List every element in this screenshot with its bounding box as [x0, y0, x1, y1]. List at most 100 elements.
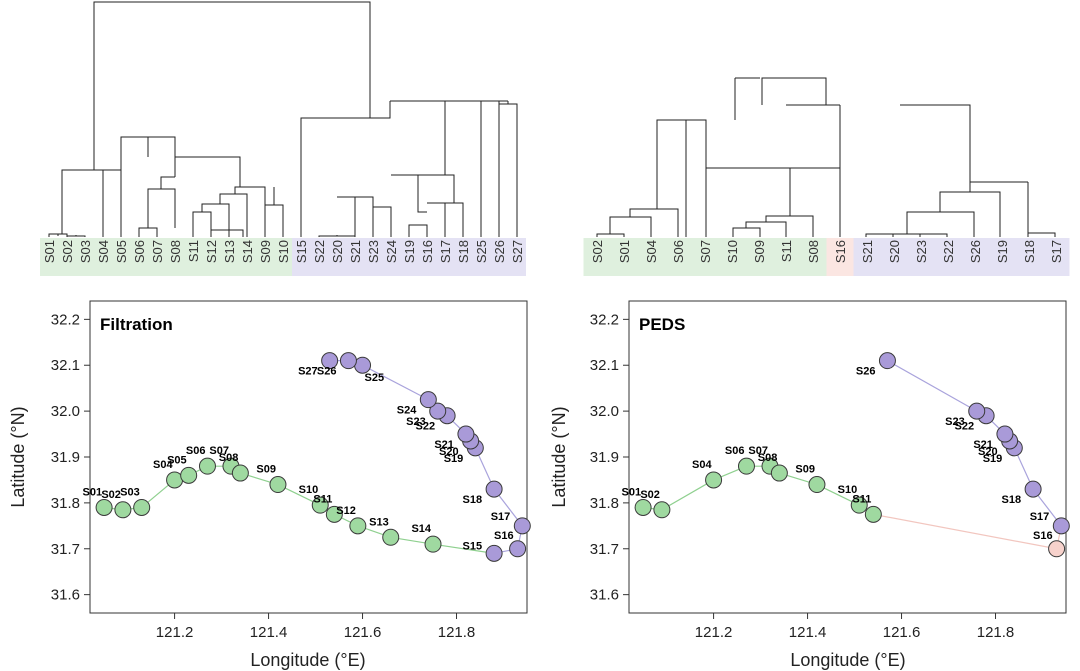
- site-label: S15: [463, 540, 483, 552]
- leaf-label: S09: [258, 240, 273, 263]
- dendrogram-group-band-purple: [853, 238, 1070, 276]
- site-point-s10: [850, 496, 868, 514]
- leaf-label: S09: [752, 240, 767, 263]
- leaf-label: S02: [590, 240, 605, 263]
- site-label: S21: [434, 439, 454, 451]
- site-label: S08: [219, 452, 239, 464]
- site-label: S13: [369, 516, 389, 528]
- panel-title: Filtration: [100, 315, 173, 334]
- x-axis-label: Longitude (°E): [250, 650, 365, 670]
- leaf-label: S20: [330, 240, 345, 263]
- dendrogram-group-band-purple: [292, 238, 526, 276]
- dendrogram-group-band-green: [40, 238, 292, 276]
- y-tick-label: 32.2: [51, 311, 80, 328]
- y-tick-label: 31.6: [51, 587, 80, 604]
- site-label: S12: [336, 505, 356, 517]
- track-segment: [887, 360, 978, 412]
- site-point-s08: [770, 464, 788, 482]
- leaf-label: S05: [114, 240, 129, 263]
- dendrogram-tree: [596, 77, 1056, 237]
- site-point-s06: [198, 457, 216, 475]
- site-point-s03: [133, 498, 151, 516]
- leaf-label: S06: [671, 240, 686, 263]
- leaf-label: S19: [995, 240, 1010, 263]
- leaf-label: S11: [186, 240, 201, 262]
- leaf-label: S18: [1022, 240, 1037, 263]
- y-axis-label: Latitude (°N): [8, 406, 28, 507]
- site-point-s12: [349, 517, 367, 535]
- leaf-label: S16: [833, 240, 848, 263]
- site-label: S19: [444, 453, 464, 465]
- site-label: S16: [494, 530, 514, 542]
- leaf-label: S15: [294, 240, 309, 263]
- site-point-s09: [269, 476, 287, 494]
- leaf-label: S20: [887, 240, 902, 263]
- y-tick-label: 31.9: [590, 449, 619, 466]
- site-point-s14: [424, 535, 442, 553]
- leaf-label: S10: [725, 240, 740, 263]
- leaf-label: S17: [1049, 240, 1064, 263]
- track-segment: [661, 479, 714, 511]
- scatter-filtration: Filtration Longitude (°E) Latitude (°N) …: [8, 300, 531, 670]
- leaf-label: S04: [644, 240, 659, 263]
- site-label: S26: [856, 366, 876, 378]
- site-label: S18: [1002, 494, 1022, 506]
- leaf-label: S08: [806, 240, 821, 263]
- dendrogram-group-band-green: [583, 238, 827, 276]
- x-tick-label: 121.2: [695, 624, 733, 641]
- x-tick-label: 121.4: [250, 624, 288, 641]
- x-tick-label: 121.8: [977, 624, 1015, 641]
- site-point-s01: [634, 498, 652, 516]
- dendrogram-peds: S02 S01 S04 S06 S07 S10 S09 S11 S08 S16 S21 S20 S23 S…: [583, 77, 1070, 276]
- site-point-s18: [485, 480, 503, 498]
- y-tick-label: 31.8: [51, 495, 80, 512]
- site-point-s26: [339, 352, 357, 370]
- site-label: S02: [640, 489, 660, 501]
- site-label: S09: [795, 464, 815, 476]
- site-label: S08: [758, 452, 778, 464]
- site-point-s11: [864, 505, 882, 523]
- site-label: S10: [299, 484, 319, 496]
- leaf-label: S12: [204, 240, 219, 263]
- leaf-label: S19: [402, 240, 417, 263]
- leaf-label: S08: [168, 240, 183, 263]
- leaf-label: S01: [617, 240, 632, 263]
- site-label: S18: [463, 494, 483, 506]
- site-point-s01: [95, 498, 113, 516]
- site-label: S11: [852, 493, 871, 505]
- leaf-label: S02: [60, 240, 75, 263]
- site-label: S22: [416, 421, 436, 433]
- leaf-label: S14: [240, 240, 255, 263]
- leaf-label: S04: [96, 240, 111, 263]
- y-tick-label: 31.9: [51, 449, 80, 466]
- leaf-label: S23: [914, 240, 929, 263]
- site-label: S23: [945, 416, 965, 428]
- y-tick-label: 32.2: [590, 311, 619, 328]
- site-point-s24: [419, 391, 437, 409]
- leaf-label: S01: [42, 240, 57, 263]
- leaf-label: S10: [276, 240, 291, 263]
- site-point-s17: [513, 517, 531, 535]
- scatter-peds: PEDS Longitude (°E) Latitude (°N) 31.6 31…: [549, 300, 1070, 670]
- track-segment: [432, 543, 495, 554]
- leaf-label: S23: [366, 240, 381, 263]
- y-tick-label: 31.7: [590, 541, 619, 558]
- site-point-s02: [653, 501, 671, 519]
- y-tick-label: 31.8: [590, 495, 619, 512]
- site-point-s15: [485, 544, 503, 562]
- leaf-label: S27: [510, 240, 525, 263]
- site-point-s10: [311, 496, 329, 514]
- site-label: S19: [983, 453, 1003, 465]
- panel-title: PEDS: [639, 315, 685, 334]
- site-point-s21: [996, 425, 1014, 443]
- site-point-s08: [231, 464, 249, 482]
- leaf-label: S17: [438, 240, 453, 263]
- site-point-s05: [180, 466, 198, 484]
- site-point-s18: [1024, 480, 1042, 498]
- x-tick-label: 121.6: [883, 624, 921, 641]
- leaf-label: S03: [78, 240, 93, 263]
- site-point-s25: [354, 356, 372, 374]
- x-tick-label: 121.2: [156, 624, 194, 641]
- y-tick-label: 32.1: [51, 357, 80, 374]
